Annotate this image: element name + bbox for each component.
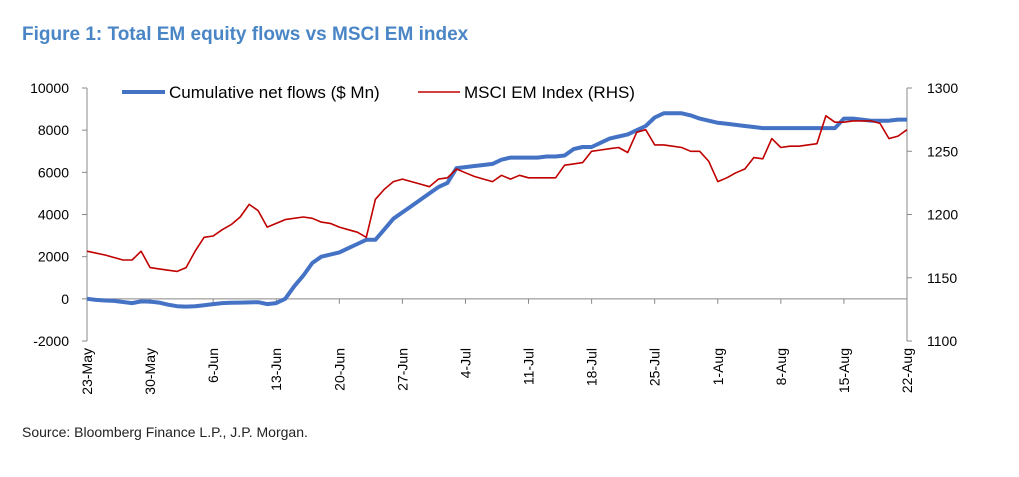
legend: Cumulative net flows ($ Mn) MSCI EM Index… — [122, 83, 635, 102]
axes: -2000 0 2000 4000 6000 8000 10000 1100 1150 1200 1… — [30, 80, 958, 395]
right-tick-label: 1200 — [927, 207, 958, 223]
right-tick-label: 1150 — [927, 270, 957, 286]
right-tick-label: 1250 — [927, 143, 958, 159]
x-tick-label: 30-May — [142, 348, 158, 395]
x-tick-label: 22-Aug — [899, 348, 915, 393]
x-tick-label: 27-Jun — [394, 348, 410, 391]
series-lines — [86, 111, 908, 309]
left-tick-label: -2000 — [33, 333, 69, 349]
legend-label-flows: Cumulative net flows ($ Mn) — [169, 83, 380, 102]
series-line-msci-em-index — [86, 115, 908, 273]
left-tick-label: 10000 — [30, 80, 69, 96]
series-line-cumulative-net-flows — [86, 111, 907, 309]
x-tick-label: 1-Aug — [710, 348, 726, 385]
x-tick-label: 13-Jun — [268, 348, 284, 391]
left-tick-label: 2000 — [38, 249, 69, 265]
source-note: Source: Bloomberg Finance L.P., J.P. Mor… — [22, 424, 308, 440]
left-tick-label: 8000 — [38, 122, 69, 138]
x-tick-label: 4-Jul — [457, 348, 473, 378]
legend-label-index: MSCI EM Index (RHS) — [464, 83, 635, 102]
x-tick-label: 6-Jun — [205, 348, 221, 383]
x-tick-label: 8-Aug — [773, 348, 789, 385]
x-tick-label: 15-Aug — [836, 348, 852, 393]
left-tick-label: 6000 — [38, 164, 69, 180]
x-tick-label: 11-Jul — [521, 348, 537, 385]
left-tick-label: 0 — [61, 291, 69, 307]
x-tick-label: 25-Jul — [647, 348, 663, 386]
right-tick-label: 1300 — [927, 80, 958, 96]
chart-title: Figure 1: Total EM equity flows vs MSCI … — [22, 24, 469, 45]
right-tick-label: 1100 — [927, 333, 957, 349]
x-tick-label: 20-Jun — [331, 348, 347, 391]
line-chart: -2000 0 2000 4000 6000 8000 10000 1100 1150 1200 1… — [30, 80, 958, 395]
x-tick-label: 23-May — [79, 348, 95, 395]
x-tick-label: 18-Jul — [584, 348, 600, 386]
left-tick-label: 4000 — [38, 207, 69, 223]
